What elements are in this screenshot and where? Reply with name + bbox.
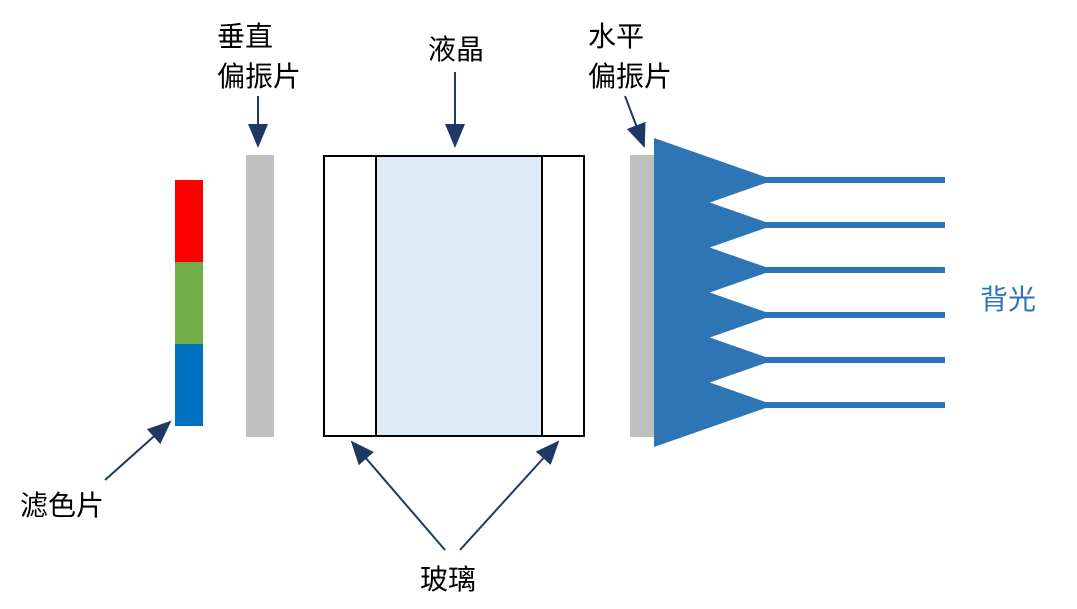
label-horizontal-polarizer: 水平 偏振片 bbox=[588, 15, 672, 95]
label-liquid-crystal: 液晶 bbox=[428, 28, 484, 68]
label-connectors bbox=[0, 0, 1077, 609]
label-glass: 玻璃 bbox=[420, 558, 476, 598]
label-backlight: 背光 bbox=[980, 278, 1036, 318]
label-color-filter: 滤色片 bbox=[20, 484, 104, 524]
label-vertical-polarizer: 垂直 偏振片 bbox=[217, 15, 301, 95]
